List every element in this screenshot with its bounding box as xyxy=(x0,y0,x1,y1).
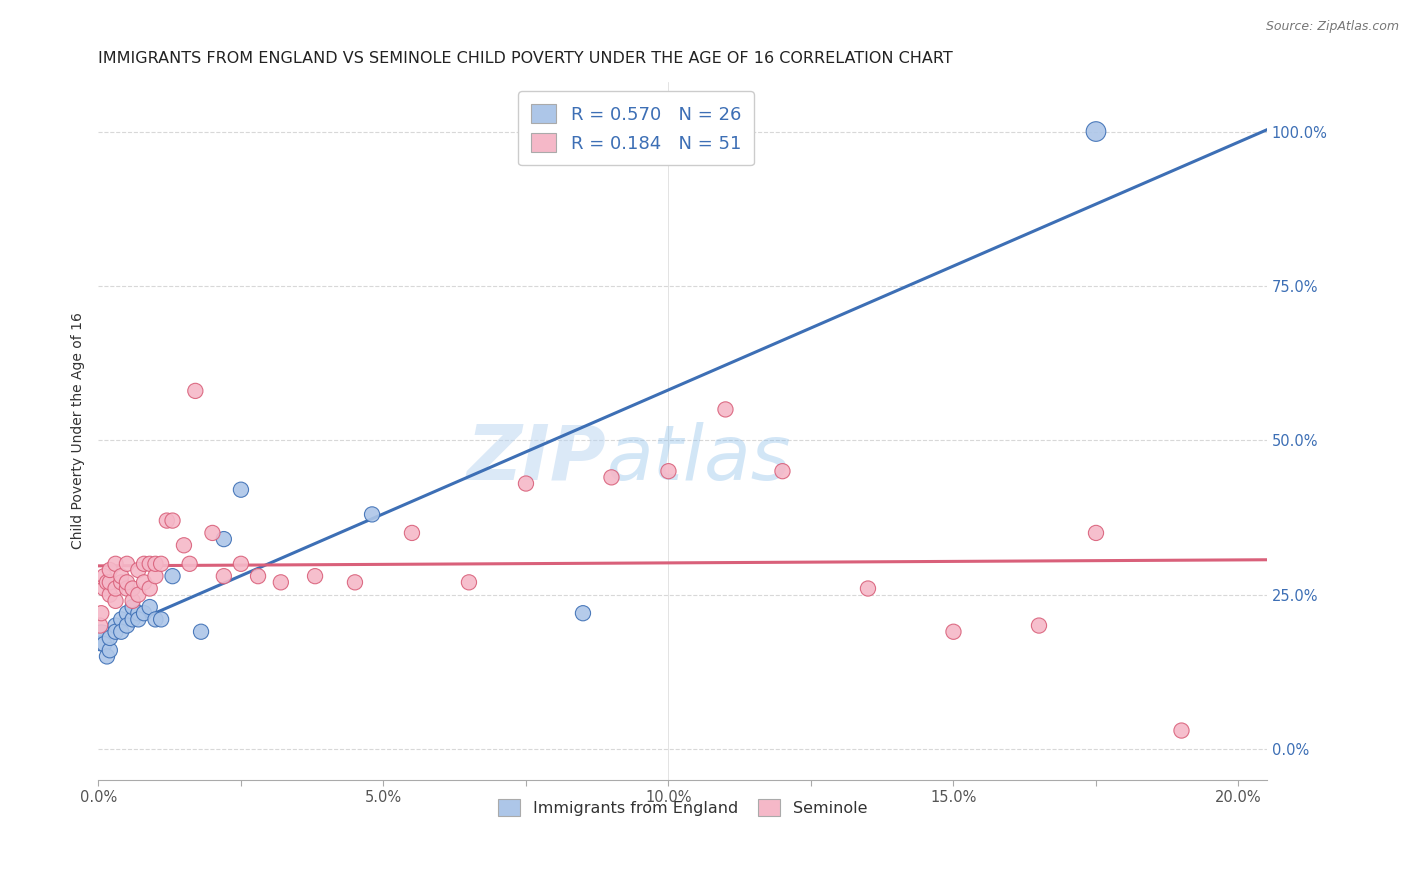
Point xyxy=(772,464,794,478)
Point xyxy=(132,606,155,620)
Point xyxy=(93,637,115,651)
Point xyxy=(145,569,167,583)
Point xyxy=(93,582,115,596)
Point xyxy=(401,525,423,540)
Point xyxy=(600,470,623,484)
Point xyxy=(156,514,179,528)
Point xyxy=(115,557,138,571)
Point xyxy=(458,575,481,590)
Point xyxy=(115,606,138,620)
Point xyxy=(127,612,149,626)
Point xyxy=(145,612,167,626)
Point xyxy=(98,575,121,590)
Point xyxy=(127,588,149,602)
Point xyxy=(145,557,167,571)
Point xyxy=(212,569,235,583)
Point xyxy=(132,557,155,571)
Point xyxy=(138,582,160,596)
Point xyxy=(184,384,207,398)
Point xyxy=(104,594,127,608)
Point xyxy=(104,624,127,639)
Point xyxy=(104,618,127,632)
Point xyxy=(90,606,112,620)
Point xyxy=(714,402,737,417)
Point xyxy=(104,582,127,596)
Point xyxy=(1085,525,1108,540)
Point xyxy=(96,649,118,664)
Point xyxy=(90,631,112,645)
Point xyxy=(247,569,270,583)
Text: ZIP: ZIP xyxy=(467,422,607,496)
Point xyxy=(343,575,366,590)
Point xyxy=(115,582,138,596)
Point xyxy=(104,557,127,571)
Point xyxy=(270,575,292,590)
Legend: Immigrants from England, Seminole: Immigrants from England, Seminole xyxy=(491,791,876,824)
Point xyxy=(179,557,201,571)
Point xyxy=(98,563,121,577)
Point xyxy=(89,618,111,632)
Point xyxy=(162,569,184,583)
Point xyxy=(942,624,965,639)
Point xyxy=(201,525,224,540)
Point xyxy=(150,612,173,626)
Point xyxy=(162,514,184,528)
Text: atlas: atlas xyxy=(607,422,792,496)
Point xyxy=(361,508,384,522)
Point xyxy=(229,557,252,571)
Point xyxy=(121,594,143,608)
Point xyxy=(173,538,195,552)
Point xyxy=(212,532,235,546)
Point xyxy=(110,575,132,590)
Point xyxy=(127,563,149,577)
Point xyxy=(515,476,537,491)
Point xyxy=(657,464,679,478)
Point xyxy=(138,600,160,615)
Point xyxy=(110,569,132,583)
Text: IMMIGRANTS FROM ENGLAND VS SEMINOLE CHILD POVERTY UNDER THE AGE OF 16 CORRELATIO: IMMIGRANTS FROM ENGLAND VS SEMINOLE CHIL… xyxy=(98,51,953,66)
Point xyxy=(93,569,115,583)
Point xyxy=(115,618,138,632)
Point xyxy=(121,600,143,615)
Point xyxy=(150,557,173,571)
Point xyxy=(229,483,252,497)
Point xyxy=(856,582,879,596)
Y-axis label: Child Poverty Under the Age of 16: Child Poverty Under the Age of 16 xyxy=(72,312,86,549)
Point xyxy=(98,588,121,602)
Point xyxy=(110,624,132,639)
Point xyxy=(190,624,212,639)
Point xyxy=(121,612,143,626)
Point xyxy=(132,575,155,590)
Point xyxy=(110,612,132,626)
Point xyxy=(115,575,138,590)
Point xyxy=(304,569,326,583)
Point xyxy=(98,643,121,657)
Text: Source: ZipAtlas.com: Source: ZipAtlas.com xyxy=(1265,20,1399,33)
Point xyxy=(96,575,118,590)
Point xyxy=(121,582,143,596)
Point xyxy=(127,606,149,620)
Point xyxy=(1170,723,1192,738)
Point xyxy=(138,557,160,571)
Point xyxy=(1085,124,1108,138)
Point xyxy=(98,631,121,645)
Point xyxy=(572,606,595,620)
Point xyxy=(1028,618,1050,632)
